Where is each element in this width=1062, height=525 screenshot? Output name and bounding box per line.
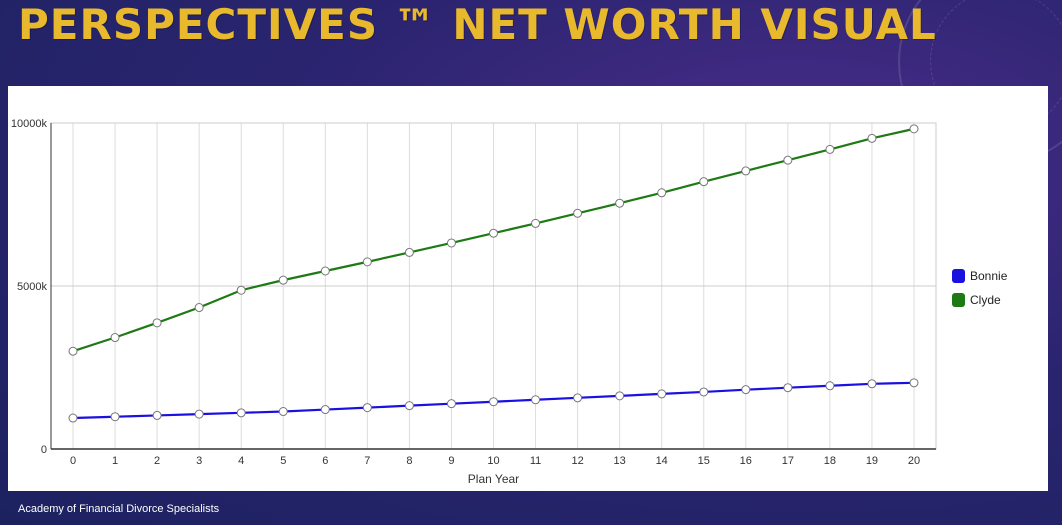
x-tick-label: 20 xyxy=(908,455,920,467)
data-point-clyde xyxy=(825,144,835,154)
data-point-clyde xyxy=(573,208,583,218)
data-point-clyde xyxy=(320,266,330,276)
x-tick-label: 1 xyxy=(112,455,118,467)
data-point-clyde xyxy=(110,333,120,343)
data-point-bonnie xyxy=(404,401,414,411)
x-tick-label: 3 xyxy=(196,455,202,467)
data-point-clyde xyxy=(867,133,877,143)
data-point-clyde xyxy=(236,285,246,295)
data-point-bonnie xyxy=(573,393,583,403)
data-point-bonnie xyxy=(741,385,751,395)
data-point-bonnie xyxy=(68,413,78,423)
legend-item-bonnie[interactable]: Bonnie xyxy=(952,269,1008,283)
legend[interactable]: Bonnie Clyde xyxy=(952,269,1008,307)
data-point-bonnie xyxy=(867,379,877,389)
data-point-clyde xyxy=(404,247,414,257)
y-tick-label: 10000k xyxy=(11,118,48,130)
x-tick-label: 6 xyxy=(322,455,328,467)
data-point-clyde xyxy=(489,228,498,238)
slide-title: PERSPECTIVES ™ NET WORTH VISUAL xyxy=(18,0,937,49)
x-tick-label: 11 xyxy=(530,455,541,467)
data-point-bonnie xyxy=(152,410,162,420)
data-point-bonnie xyxy=(278,407,288,417)
data-point-clyde xyxy=(278,275,288,285)
series-layer xyxy=(68,124,919,423)
x-tick-label: 8 xyxy=(406,455,412,467)
data-point-clyde xyxy=(615,198,625,208)
x-tick-label: 12 xyxy=(571,455,583,467)
data-point-clyde xyxy=(657,188,667,198)
x-tick-label: 17 xyxy=(782,455,794,467)
grid-layer xyxy=(50,122,937,450)
x-tick-label: 2 xyxy=(154,455,160,467)
y-tick-label: 5000k xyxy=(17,281,47,293)
data-point-bonnie xyxy=(909,378,919,388)
legend-label-bonnie: Bonnie xyxy=(970,269,1008,283)
x-tick-label: 13 xyxy=(614,455,626,467)
y-tick-label: 0 xyxy=(41,444,47,456)
data-point-clyde xyxy=(741,166,751,176)
data-point-bonnie xyxy=(699,387,709,397)
x-tick-label: 10 xyxy=(487,455,499,467)
legend-label-clyde: Clyde xyxy=(970,293,1001,307)
footer-text: Academy of Financial Divorce Specialists xyxy=(18,503,220,515)
data-point-clyde xyxy=(531,218,541,228)
data-point-clyde xyxy=(783,155,793,165)
x-tick-label: 0 xyxy=(70,455,76,467)
legend-swatch-clyde xyxy=(952,293,965,307)
data-point-clyde xyxy=(909,124,919,134)
data-point-bonnie xyxy=(825,381,835,391)
data-point-bonnie xyxy=(489,397,498,407)
data-point-bonnie xyxy=(783,383,793,393)
x-tick-label: 19 xyxy=(866,455,878,467)
data-point-bonnie xyxy=(657,389,667,399)
x-tick-label: 7 xyxy=(364,455,370,467)
data-point-bonnie xyxy=(194,409,204,419)
x-tick-label: 5 xyxy=(280,455,286,467)
data-point-bonnie xyxy=(531,395,541,405)
legend-swatch-bonnie xyxy=(952,269,965,283)
data-point-clyde xyxy=(362,257,372,267)
legend-item-clyde[interactable]: Clyde xyxy=(952,293,1001,307)
chart-panel: 0 1 2 3 4 5 6 7 8 9 10 11 12 13 14 15 16 17 18 19 20 0 5000k 10… xyxy=(8,86,1048,491)
x-tick-label: 9 xyxy=(448,455,454,467)
data-point-bonnie xyxy=(615,391,625,401)
data-point-clyde xyxy=(446,238,456,248)
net-worth-line-chart: 0 1 2 3 4 5 6 7 8 9 10 11 12 13 14 15 16 17 18 19 2005000k10… xyxy=(11,118,1008,486)
x-tick-label: 18 xyxy=(824,455,836,467)
axis-layer: 0 1 2 3 4 5 6 7 8 9 10 11 12 13 14 15 16 17 18 19 2005000k10… xyxy=(11,118,936,467)
data-point-bonnie xyxy=(362,403,372,413)
data-point-clyde xyxy=(699,177,709,187)
x-tick-label: 14 xyxy=(656,455,668,467)
data-point-bonnie xyxy=(320,405,330,415)
data-point-clyde xyxy=(68,346,78,356)
data-point-bonnie xyxy=(236,408,246,418)
data-point-bonnie xyxy=(110,412,120,422)
data-point-clyde xyxy=(152,318,162,328)
x-tick-label: 4 xyxy=(238,455,244,467)
data-point-clyde xyxy=(194,303,204,313)
data-point-bonnie xyxy=(446,399,456,409)
x-tick-label: 16 xyxy=(740,455,752,467)
x-axis-title: Plan Year xyxy=(468,472,519,486)
x-tick-label: 15 xyxy=(698,455,710,467)
